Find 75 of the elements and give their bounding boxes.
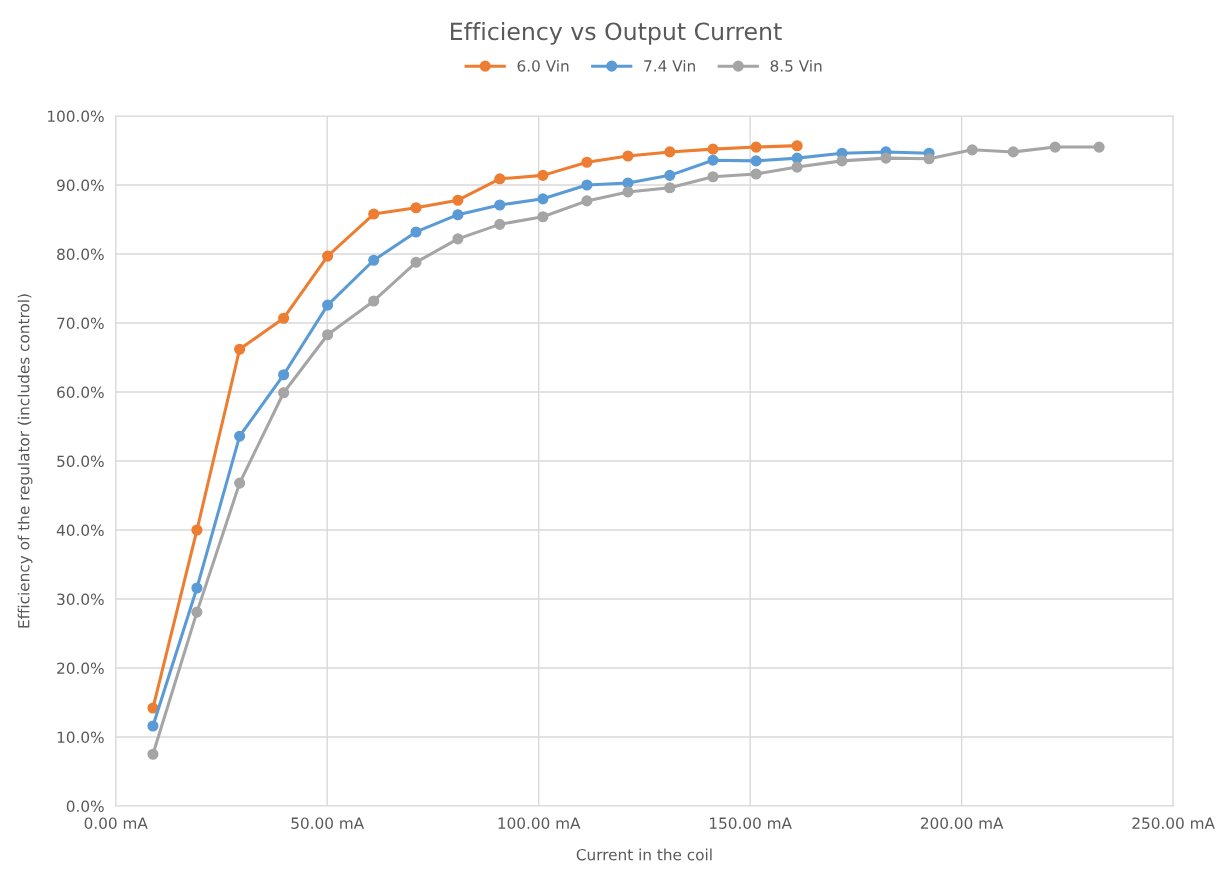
y-tick-label: 70.0% [57,317,104,330]
point [880,152,892,164]
point [750,141,762,153]
point [664,146,676,158]
point [278,387,290,399]
point [191,524,203,536]
point [537,169,549,181]
point [410,256,422,268]
x-tick-label: 250.00 mA [1132,817,1215,829]
y-tick-label: 40.0% [56,524,104,537]
point [581,195,593,207]
x-tick-label: 150.00 mA [710,817,792,829]
point [322,329,334,341]
point [322,250,334,262]
point [147,720,159,732]
point [537,193,549,205]
y-tick-label: 20.0% [57,662,104,675]
point [664,169,676,181]
y-tick-label: 10.0% [57,731,104,744]
point [707,154,719,166]
y-tick-label: 60.0% [57,386,104,399]
y-axis-title: Efficiency of the regulator (includes control) [17,294,33,628]
point [234,343,246,355]
point [494,218,506,230]
point [664,182,676,194]
point [707,143,719,155]
x-tick-label: 50.00 mA [291,817,365,829]
point [234,430,246,442]
y-tick-label: 90.0% [57,179,104,192]
point [452,233,464,245]
point [191,582,203,594]
chart-title: Efficiency vs Output Current [451,21,782,45]
point [1093,141,1105,153]
legend-label: 6.0 Vin [517,59,569,72]
point [791,161,803,173]
point [966,144,978,156]
point [581,179,593,191]
point [494,173,506,185]
point [191,606,203,618]
point [494,199,506,211]
point [368,208,380,220]
point [410,226,422,238]
point [836,155,848,167]
point [791,140,803,152]
x-axis-title: Current in the coil [576,848,712,861]
point [147,748,159,760]
y-tick-label: 30.0% [57,593,104,606]
point [622,186,634,198]
point [368,254,380,266]
point [410,202,422,214]
point [368,295,380,307]
point [750,155,762,167]
x-tick-label: 100.00 mA [498,817,581,829]
legend-label: 8.5 Vin [770,59,822,72]
point [707,171,719,183]
point [1049,141,1061,153]
point [923,153,935,165]
point [622,150,634,162]
y-tick-label: 0.0% [66,800,104,813]
point [750,168,762,180]
y-tick-label: 50.0% [57,455,104,468]
point [234,477,246,489]
point [452,194,464,206]
point [537,211,549,223]
point [322,299,334,311]
legend-label: 7.4 Vin [644,59,695,72]
point [581,156,593,168]
x-tick-label: 200.00 mA [920,817,1004,829]
point [452,209,464,221]
point [1007,146,1019,158]
y-tick-label: 80.0% [57,248,104,261]
y-tick-label: 100.0% [48,110,104,123]
point [278,312,290,324]
point [278,369,290,381]
x-tick-label: 0.00 mA [84,817,148,829]
